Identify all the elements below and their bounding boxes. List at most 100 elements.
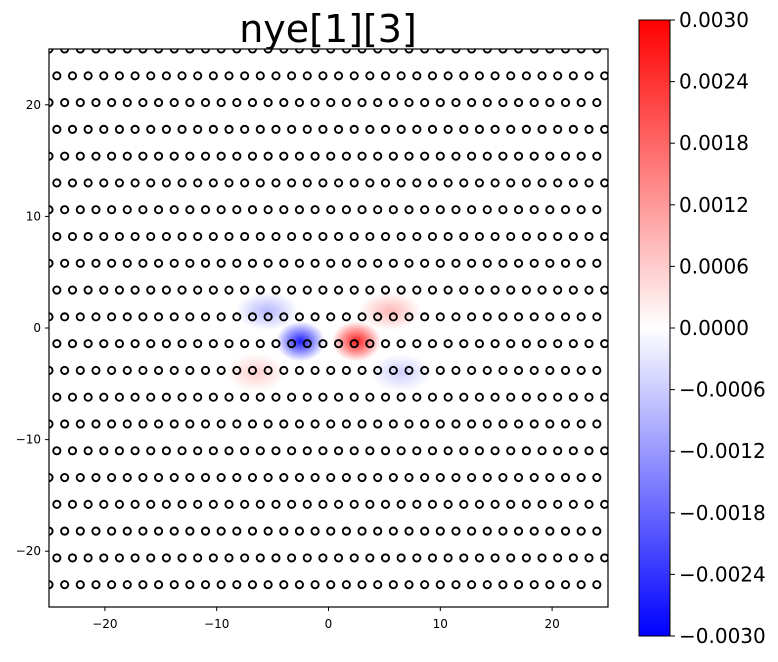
- atom-marker: [506, 446, 516, 456]
- atom-marker: [302, 285, 312, 295]
- atom-marker: [67, 285, 78, 295]
- atom-marker: [459, 499, 469, 509]
- atom-marker: [537, 285, 547, 295]
- atom-marker: [435, 312, 445, 322]
- atom-marker: [568, 178, 578, 188]
- atom-marker: [443, 499, 453, 509]
- atom-marker: [193, 285, 203, 295]
- colorbar-tick-label: 0.0006: [679, 254, 749, 278]
- atom-marker: [146, 392, 156, 402]
- atom-marker: [177, 392, 187, 402]
- atom-marker: [310, 258, 320, 268]
- atom-marker: [584, 285, 594, 295]
- atom-marker: [75, 312, 85, 322]
- atom-marker: [161, 553, 171, 563]
- atom-marker: [185, 472, 195, 483]
- atom-marker: [349, 231, 359, 242]
- atom-marker: [443, 285, 453, 295]
- atom-marker: [318, 285, 328, 295]
- atom-marker: [607, 476, 608, 479]
- y-tick-label: 10: [26, 209, 41, 223]
- atom-marker: [326, 472, 336, 483]
- atom-marker: [169, 151, 179, 161]
- atom-marker: [420, 98, 430, 108]
- atom-marker: [107, 580, 117, 590]
- atom-marker: [592, 580, 602, 590]
- atom-marker: [216, 312, 226, 322]
- atom-marker: [553, 71, 563, 81]
- atom-marker: [138, 419, 148, 429]
- atom-marker: [435, 151, 445, 161]
- colorbar-tick-label: −0.0006: [679, 378, 766, 402]
- atom-marker: [30, 313, 37, 320]
- atom-marker: [427, 339, 438, 349]
- y-axis: −20 −10 0 10 20: [16, 98, 49, 558]
- atom-marker: [451, 151, 461, 161]
- atom-marker: [318, 124, 328, 134]
- atom-marker: [529, 365, 539, 375]
- atom-marker: [607, 423, 608, 425]
- atom-marker: [412, 339, 422, 349]
- atom-marker: [373, 580, 383, 590]
- atom-marker: [99, 553, 109, 563]
- atom-marker: [545, 312, 555, 322]
- atom-marker: [412, 446, 422, 456]
- atom-marker: [404, 312, 414, 322]
- atom-marker: [474, 499, 484, 509]
- atom-marker: [193, 553, 203, 563]
- atom-marker: [161, 178, 171, 188]
- atom-marker: [154, 365, 164, 375]
- atom-marker: [600, 499, 608, 509]
- atom-marker: [30, 45, 37, 52]
- atom-marker: [247, 312, 258, 322]
- atom-marker: [459, 553, 469, 563]
- atom-marker: [83, 392, 93, 402]
- atom-marker: [467, 526, 477, 536]
- atom-marker: [255, 178, 265, 188]
- atom-marker: [498, 365, 508, 375]
- atom-marker: [396, 285, 406, 295]
- atom-marker: [427, 178, 438, 188]
- atom-marker: [373, 472, 383, 483]
- atom-marker: [224, 71, 234, 81]
- atom-marker: [193, 392, 203, 402]
- atom-marker: [607, 530, 608, 532]
- atom-marker: [506, 392, 516, 402]
- atom-marker: [60, 258, 70, 268]
- atom-marker: [200, 526, 211, 536]
- x-axis: −20 −10 0 10 20: [92, 607, 560, 631]
- atom-marker: [232, 365, 242, 375]
- atom-marker: [263, 205, 273, 215]
- atom-marker: [600, 71, 608, 81]
- atom-marker: [154, 472, 164, 483]
- atom-marker: [91, 205, 101, 215]
- atom-marker: [490, 446, 500, 456]
- atom-marker: [200, 258, 211, 268]
- atom-marker: [427, 285, 438, 295]
- atom-marker: [537, 124, 547, 134]
- atom-marker: [107, 312, 117, 322]
- atom-marker: [114, 231, 124, 242]
- atom-marker: [122, 472, 132, 483]
- atom-marker: [506, 499, 516, 509]
- atom-marker: [498, 419, 508, 429]
- atom-marker: [514, 151, 524, 161]
- atom-marker: [232, 472, 242, 483]
- colorbar-tick-label: −0.0030: [679, 624, 766, 648]
- atom-marker: [130, 339, 140, 349]
- atom-marker: [169, 205, 179, 215]
- atom-marker: [67, 231, 78, 242]
- y-tick-label: −10: [16, 433, 41, 447]
- atom-marker: [279, 365, 289, 375]
- atom-marker: [451, 419, 461, 429]
- atom-marker: [99, 231, 109, 242]
- atom-marker: [380, 71, 391, 81]
- atom-marker: [529, 151, 539, 161]
- atom-marker: [568, 339, 578, 349]
- atom-marker: [30, 528, 37, 535]
- atom-marker: [396, 339, 406, 349]
- atom-marker: [384, 606, 387, 607]
- atom-marker: [75, 526, 85, 536]
- atom-marker: [482, 580, 492, 590]
